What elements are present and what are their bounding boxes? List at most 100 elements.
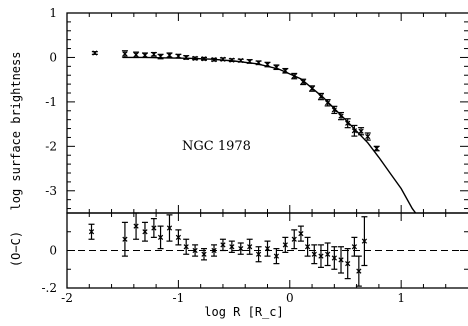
point-marker [175, 53, 182, 59]
data-point [344, 248, 351, 280]
data-point [183, 54, 190, 61]
point-marker [142, 52, 148, 58]
point-marker [255, 251, 262, 257]
data-point [282, 67, 289, 74]
point-marker [142, 229, 148, 235]
point-marker [345, 120, 351, 126]
x-tick-label: 1 [397, 291, 405, 305]
data-point [133, 212, 140, 240]
x-tick-label: -1 [173, 291, 185, 305]
data-point [324, 242, 331, 267]
point-marker [166, 225, 173, 231]
data-point [291, 72, 298, 80]
point-marker [247, 244, 253, 250]
point-marker [220, 242, 226, 248]
point-marker [365, 133, 371, 140]
point-marker [311, 251, 317, 257]
point-marker [325, 100, 331, 106]
data-point [364, 132, 371, 141]
point-marker [201, 56, 207, 62]
point-marker [361, 238, 368, 244]
data-point [211, 57, 218, 63]
point-marker [183, 54, 189, 61]
top-panel: 1 0 -1 -2 -3 [45, 6, 468, 214]
data-point [264, 240, 271, 257]
data-point [211, 244, 218, 257]
point-marker [192, 247, 198, 254]
point-marker [157, 234, 164, 240]
annotation-ngc: NGC 1978 [182, 139, 251, 154]
data-point [192, 244, 199, 257]
data-point [338, 111, 345, 121]
data-point [219, 56, 226, 62]
data-point [201, 56, 208, 62]
data-point [355, 255, 362, 287]
point-marker [229, 57, 235, 63]
point-marker [282, 242, 288, 248]
point-marker [175, 234, 182, 240]
data-point [228, 57, 235, 63]
point-marker [238, 246, 244, 252]
data-point [297, 225, 304, 242]
data-point [157, 53, 164, 60]
point-marker [338, 257, 344, 263]
data-point [121, 221, 128, 257]
point-marker [264, 246, 271, 252]
data-point [157, 225, 164, 250]
point-marker [247, 58, 253, 65]
point-marker [345, 261, 351, 267]
data-point [175, 53, 182, 59]
point-marker [358, 128, 364, 134]
point-marker [157, 53, 164, 60]
data-point [317, 244, 324, 268]
point-marker [166, 52, 173, 58]
data-point [141, 221, 148, 242]
data-point [344, 118, 351, 129]
point-marker [255, 60, 262, 66]
y-tick-label: 1 [49, 6, 57, 20]
data-point [255, 60, 262, 66]
data-point [311, 244, 318, 265]
point-marker [220, 56, 226, 62]
point-marker [331, 255, 337, 261]
data-point [201, 248, 208, 261]
data-point [255, 246, 262, 263]
y-tick-label: -1 [45, 95, 57, 109]
point-marker [351, 244, 358, 250]
data-point [351, 124, 358, 137]
point-marker [304, 244, 311, 250]
data-point [309, 85, 316, 92]
point-marker [318, 93, 324, 100]
data-point [237, 57, 244, 64]
data-point [246, 238, 253, 255]
data-point [264, 61, 271, 68]
data-point [324, 99, 331, 107]
point-marker [229, 244, 235, 250]
data-point [166, 214, 173, 242]
y-tick-label: -3 [45, 184, 57, 198]
y-tick-label: 0 [49, 244, 57, 258]
point-marker [238, 57, 244, 64]
point-marker [88, 229, 95, 235]
point-marker [282, 68, 288, 74]
data-point [317, 92, 324, 101]
point-marker [133, 223, 139, 229]
point-marker [122, 236, 128, 242]
point-marker [300, 79, 306, 85]
data-point [291, 229, 298, 250]
point-marker [151, 51, 157, 57]
point-marker [309, 85, 315, 92]
data-point [338, 246, 345, 274]
data-point [150, 218, 157, 238]
data-point [91, 50, 98, 56]
point-marker [264, 61, 271, 68]
data-point [121, 50, 128, 58]
point-marker [211, 57, 217, 63]
point-marker [325, 251, 331, 257]
data-point [246, 58, 253, 65]
y-tick-label: -2 [45, 139, 57, 153]
point-marker [92, 50, 98, 56]
point-marker [374, 145, 380, 152]
